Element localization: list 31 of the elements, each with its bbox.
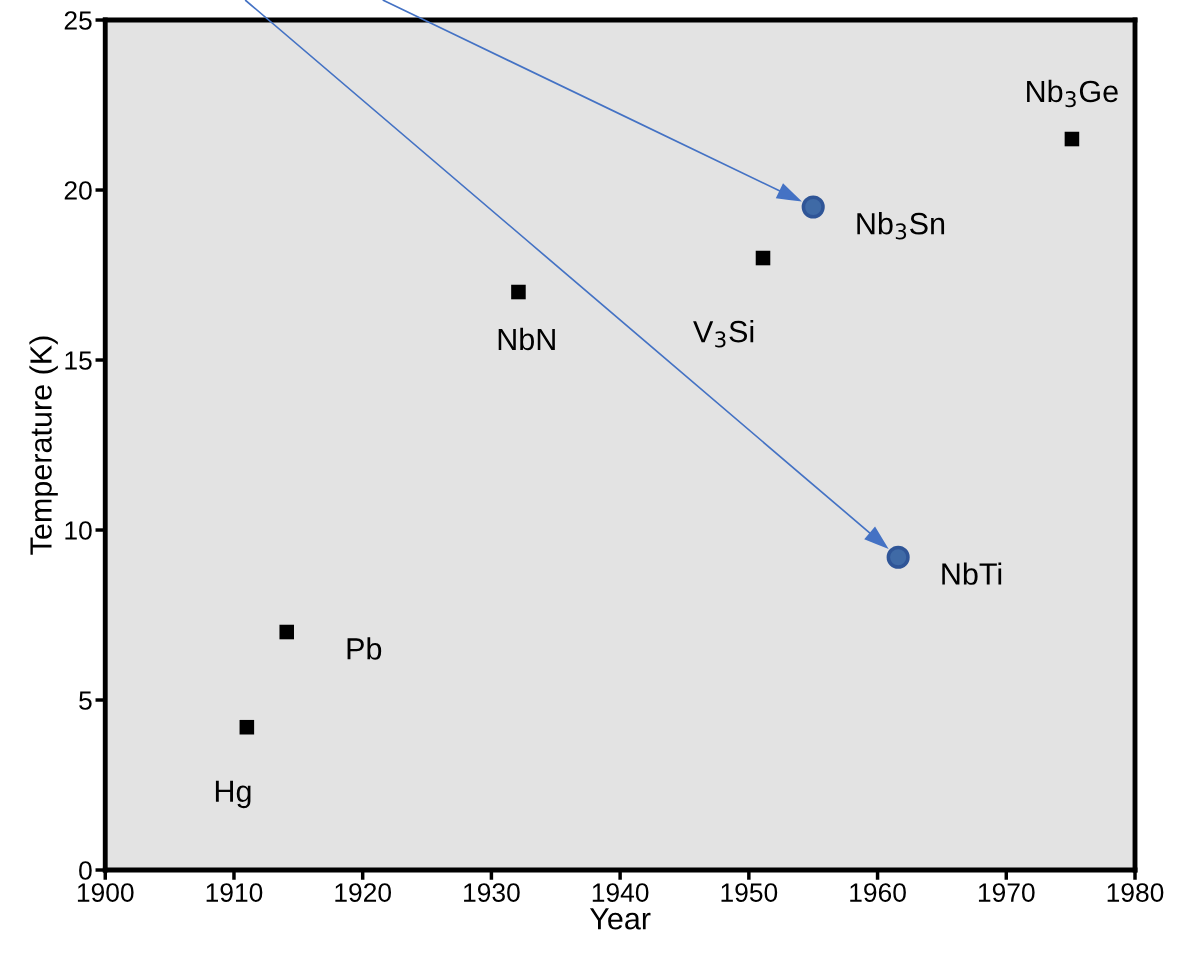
x-axis-title: Year: [589, 908, 651, 930]
y-axis-title: Temperature (K): [29, 336, 58, 555]
annotation: NbTi: [942, 562, 1002, 585]
point: [755, 250, 771, 266]
y-tick-label: 10: [65, 521, 92, 540]
x-tick-label: 1930: [464, 883, 520, 902]
point: [1064, 131, 1080, 147]
point: [801, 195, 825, 219]
x-tick-label: 1950: [721, 883, 778, 902]
x-tick-label: 1910: [206, 883, 263, 902]
point: [239, 719, 255, 735]
x-tick-label: 1940: [592, 883, 649, 902]
y-tick-label: 5: [79, 691, 92, 710]
x-tick-label: 1980: [1107, 883, 1164, 902]
annotation: V$_{3}$Si: [693, 320, 754, 348]
annotation: Hg: [215, 780, 251, 809]
x-tick-label: 1900: [77, 883, 134, 902]
y-tick-label: 20: [64, 181, 92, 200]
point: [511, 284, 526, 300]
y-tick-label: 15: [65, 351, 92, 370]
point: [886, 545, 910, 569]
annotation: Nb$_{3}$Ge: [1027, 79, 1118, 108]
x-tick-label: 1960: [850, 883, 906, 902]
x-tick-label: 1920: [335, 883, 392, 902]
y-tick-label: 25: [64, 11, 92, 30]
y-tick-label: 0: [79, 861, 92, 880]
x-tick-label: 1970: [978, 883, 1035, 902]
annotation: Nb$_{3}$Sn: [857, 212, 945, 240]
annotation: Pb: [347, 637, 382, 660]
annotation: NbN: [498, 327, 555, 351]
point: [279, 624, 295, 640]
